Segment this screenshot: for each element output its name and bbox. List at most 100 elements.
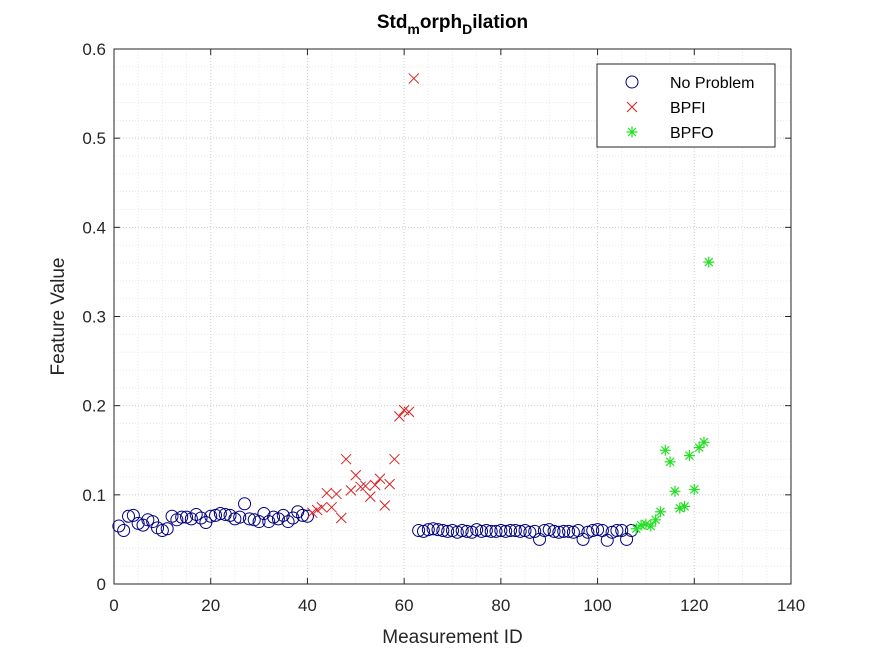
data-point <box>403 406 415 418</box>
data-point <box>233 510 247 524</box>
data-point <box>117 524 131 537</box>
data-point <box>664 456 676 468</box>
data-point <box>112 519 126 533</box>
title-part-base: Std <box>377 12 408 33</box>
data-point <box>630 523 642 535</box>
data-point <box>610 524 624 537</box>
data-point <box>213 507 227 521</box>
data-point <box>562 524 576 538</box>
data-point <box>650 514 662 526</box>
data-point <box>242 512 256 526</box>
y-tick-label: 0.2 <box>82 397 106 416</box>
data-point <box>281 515 295 529</box>
data-point <box>547 524 561 538</box>
data-point <box>586 524 600 537</box>
legend: No Problem BPFI BPFO <box>596 63 776 148</box>
x-tick-label: 100 <box>583 596 611 615</box>
data-point <box>489 524 503 538</box>
data-point <box>484 524 498 538</box>
data-point <box>175 510 189 524</box>
data-point <box>523 525 537 539</box>
data-point <box>494 524 508 537</box>
y-tick-label: 0.3 <box>82 308 106 327</box>
data-point <box>688 483 700 495</box>
y-tick-label: 0.1 <box>82 486 106 505</box>
series-2 <box>630 256 715 535</box>
data-point <box>552 525 566 539</box>
y-tick-label: 0.5 <box>82 129 106 148</box>
data-point <box>384 478 395 490</box>
y-tick-label: 0.6 <box>82 40 106 59</box>
data-point <box>223 508 237 522</box>
data-point <box>300 509 314 523</box>
data-point <box>679 500 691 512</box>
data-point <box>345 485 357 496</box>
y-axis-label: Feature Value <box>48 258 69 376</box>
data-point <box>436 524 450 537</box>
data-point <box>369 479 381 491</box>
data-point <box>271 512 285 526</box>
data-point <box>389 453 400 465</box>
data-point <box>499 524 513 538</box>
title-part-end: ilation <box>472 12 528 33</box>
data-point <box>189 507 203 521</box>
x-tick-label: 80 <box>491 596 510 615</box>
x-tick-label: 120 <box>680 596 708 615</box>
data-point <box>620 532 634 546</box>
data-point <box>528 524 542 538</box>
legend-marker <box>626 101 638 113</box>
series-0 <box>112 497 638 547</box>
data-point <box>379 500 391 511</box>
data-point <box>126 508 140 522</box>
series-1 <box>306 73 420 524</box>
data-point <box>513 524 527 538</box>
data-point <box>165 509 179 523</box>
data-point <box>355 481 366 493</box>
data-point <box>296 508 310 522</box>
data-point <box>698 436 710 448</box>
data-point <box>441 524 455 538</box>
legend-label: BPFO <box>670 125 714 142</box>
data-point <box>160 522 174 536</box>
data-point <box>654 506 666 518</box>
data-point <box>257 507 271 521</box>
data-point <box>326 501 337 513</box>
y-tick-label: 0.4 <box>82 218 106 237</box>
x-tick-label: 20 <box>201 596 220 615</box>
data-points <box>112 73 715 547</box>
legend-marker <box>626 126 638 138</box>
data-point <box>311 504 323 516</box>
data-point <box>504 524 518 537</box>
data-point <box>316 501 328 513</box>
data-point <box>557 524 571 538</box>
data-point <box>238 497 252 511</box>
data-point <box>600 533 614 547</box>
data-point <box>408 73 420 84</box>
data-point <box>426 522 440 536</box>
data-point <box>393 411 405 422</box>
data-point <box>683 450 695 462</box>
data-point <box>460 524 474 538</box>
data-point <box>591 523 605 537</box>
title-part-sub1: m <box>407 21 419 37</box>
data-point <box>669 485 681 497</box>
data-point <box>321 487 333 499</box>
data-point <box>576 532 590 546</box>
axis-ticks: 0 20 40 60 80 100 120 140 0 0.1 0.2 0.3 0.4 0.5 0.6 <box>82 40 805 615</box>
data-point <box>703 256 715 268</box>
data-point <box>340 453 352 465</box>
data-point <box>659 444 671 456</box>
data-point <box>184 512 198 526</box>
data-point <box>331 488 342 500</box>
data-point <box>204 509 218 523</box>
legend-label: BPFI <box>670 100 706 117</box>
data-point <box>693 442 705 454</box>
data-point <box>421 523 435 537</box>
data-point <box>335 512 347 524</box>
title-part-mid: orph <box>420 12 462 33</box>
data-point <box>479 524 493 537</box>
legend-label: No Problem <box>670 75 754 92</box>
data-point <box>136 518 150 532</box>
data-point <box>645 520 657 532</box>
